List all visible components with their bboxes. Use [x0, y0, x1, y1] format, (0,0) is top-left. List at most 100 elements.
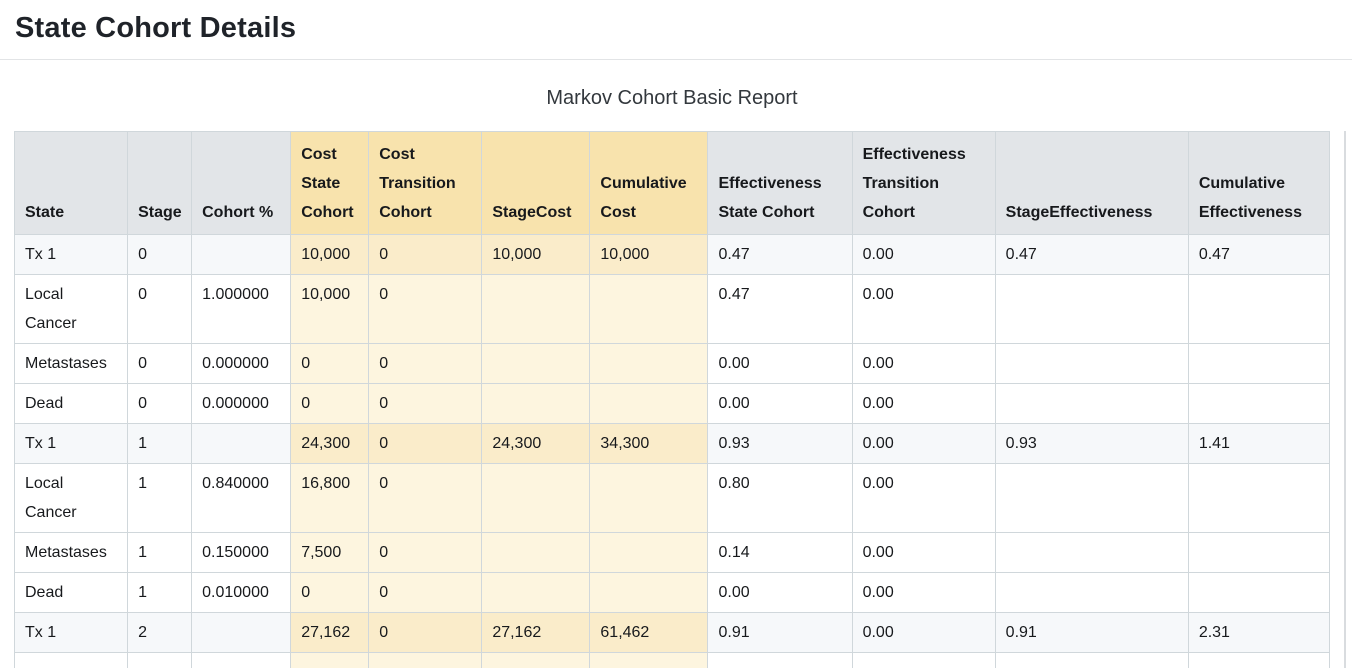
cell-stage: 1	[127, 532, 193, 573]
table-row: Metastases 0 0.000000 0 0 0.00 0.00	[13, 343, 1331, 384]
cell-cum-cost: 34,300	[589, 423, 709, 464]
column-header-eff-state: Effectiveness State Cohort	[707, 131, 853, 235]
cell-eff-state: 0.00	[707, 383, 853, 424]
cell-cohort-pct: 0.000000	[191, 343, 292, 384]
cell-cost-transition: 0	[368, 612, 483, 653]
cell-stage-cost	[481, 532, 591, 573]
cell-eff-state: 0.47	[707, 274, 853, 344]
cell-eff-state: 0.14	[707, 532, 853, 573]
table-row: Local Cancer 1 0.840000 16,800 0 0.80 0.00	[13, 463, 1331, 533]
cell-stage-eff	[994, 343, 1189, 384]
cell-eff-transition: 0.00	[851, 343, 996, 384]
cell-state: Tx 1	[13, 423, 129, 464]
cell-cost-transition: 0	[368, 463, 483, 533]
column-header-state: State	[13, 131, 129, 235]
cell-cohort-pct	[191, 234, 292, 275]
cell-cum-eff	[1187, 652, 1331, 668]
cell-stage: 1	[127, 463, 193, 533]
cell-cost-transition: 0	[368, 423, 483, 464]
cell-cum-cost	[589, 652, 709, 668]
cell-cost-state: 24,300	[290, 423, 370, 464]
column-header-eff-transition: Effectiveness Transition Cohort	[851, 131, 996, 235]
cell-state: Metastases	[13, 532, 129, 573]
cell-stage: 0	[127, 343, 193, 384]
cell-cost-transition: 0	[368, 383, 483, 424]
column-header-cohort-pct: Cohort %	[191, 131, 292, 235]
table-row: Local Cancer 0 1.000000 10,000 0 0.47 0.00	[13, 274, 1331, 344]
column-header-cum-cost: Cumulative Cost	[589, 131, 709, 235]
cell-eff-transition: 0.00	[851, 532, 996, 573]
report-area: Markov Cohort Basic Report State Stage Coh…	[0, 60, 1352, 668]
cell-state: Metastases	[13, 343, 129, 384]
cell-eff-transition: 0.00	[851, 423, 996, 464]
cell-stage-eff: 0.93	[994, 423, 1189, 464]
table-row: Tx 1 1 24,300 0 24,300 34,300 0.93 0.00 0.93 1.41	[13, 423, 1331, 464]
cell-cohort-pct	[191, 612, 292, 653]
cell-eff-state: 0.00	[707, 343, 853, 384]
table-row	[13, 652, 1331, 668]
cell-cost-state: 0	[290, 572, 370, 613]
cell-eff-state: 0.47	[707, 234, 853, 275]
cell-stage-cost: 24,300	[481, 423, 591, 464]
cell-stage	[127, 652, 193, 668]
cell-eff-state: 0.93	[707, 423, 853, 464]
page-title: State Cohort Details	[15, 12, 297, 44]
cell-cost-state: 0	[290, 343, 370, 384]
cell-cost-state: 27,162	[290, 612, 370, 653]
cell-cum-cost: 10,000	[589, 234, 709, 275]
cell-cost-transition: 0	[368, 274, 483, 344]
table-header: State Stage Cohort % Cost State Cohort Cost …	[13, 131, 1331, 235]
cell-cohort-pct: 0.840000	[191, 463, 292, 533]
cell-stage-cost: 27,162	[481, 612, 591, 653]
cell-stage-eff: 0.91	[994, 612, 1189, 653]
cell-cum-eff	[1187, 532, 1331, 573]
table-row: Tx 1 2 27,162 0 27,162 61,462 0.91 0.00 0.91 2.31	[13, 612, 1331, 653]
cell-cohort-pct	[191, 423, 292, 464]
vertical-scrollbar-track[interactable]	[1344, 131, 1346, 668]
table-row: Tx 1 0 10,000 0 10,000 10,000 0.47 0.00 0.47 0.47	[13, 234, 1331, 275]
cell-stage: 1	[127, 423, 193, 464]
cell-stage: 0	[127, 274, 193, 344]
cell-stage-eff: 0.47	[994, 234, 1189, 275]
cell-stage: 0	[127, 234, 193, 275]
cell-eff-state: 0.00	[707, 572, 853, 613]
cell-eff-transition	[851, 652, 996, 668]
cell-stage-eff	[994, 652, 1189, 668]
cell-stage-cost	[481, 274, 591, 344]
cell-cum-cost	[589, 343, 709, 384]
cell-cum-eff	[1187, 463, 1331, 533]
cell-eff-state: 0.91	[707, 612, 853, 653]
cell-state: Tx 1	[13, 234, 129, 275]
cell-stage-cost	[481, 383, 591, 424]
cell-eff-transition: 0.00	[851, 572, 996, 613]
cell-state: Dead	[13, 572, 129, 613]
column-header-stage: Stage	[127, 131, 193, 235]
cell-stage-eff	[994, 463, 1189, 533]
cell-stage-eff	[994, 572, 1189, 613]
cell-eff-state: 0.80	[707, 463, 853, 533]
column-header-cum-eff: Cumulative Effectiveness	[1187, 131, 1331, 235]
cell-stage-cost	[481, 572, 591, 613]
column-header-cost-state: Cost State Cohort	[290, 131, 370, 235]
cell-cohort-pct: 0.010000	[191, 572, 292, 613]
cell-cum-cost	[589, 274, 709, 344]
table-row: Dead 1 0.010000 0 0 0.00 0.00	[13, 572, 1331, 613]
cell-state	[13, 652, 129, 668]
cell-cost-transition: 0	[368, 234, 483, 275]
cell-cum-eff	[1187, 274, 1331, 344]
table-body: Tx 1 0 10,000 0 10,000 10,000 0.47 0.00 0.47 0.47…	[13, 234, 1331, 668]
cell-stage-cost: 10,000	[481, 234, 591, 275]
cell-stage-eff	[994, 383, 1189, 424]
cell-cum-eff: 1.41	[1187, 423, 1331, 464]
cell-stage-cost	[481, 343, 591, 384]
table-row: Metastases 1 0.150000 7,500 0 0.14 0.00	[13, 532, 1331, 573]
cell-cost-state: 0	[290, 383, 370, 424]
cell-eff-transition: 0.00	[851, 463, 996, 533]
column-header-stage-cost: StageCost	[481, 131, 591, 235]
header-row: State Stage Cohort % Cost State Cohort Cost …	[13, 131, 1331, 235]
cell-stage-cost	[481, 463, 591, 533]
page-header: State Cohort Details	[0, 0, 1352, 60]
cell-cohort-pct: 1.000000	[191, 274, 292, 344]
column-header-cost-transition: Cost Transition Cohort	[368, 131, 483, 235]
cell-eff-transition: 0.00	[851, 383, 996, 424]
